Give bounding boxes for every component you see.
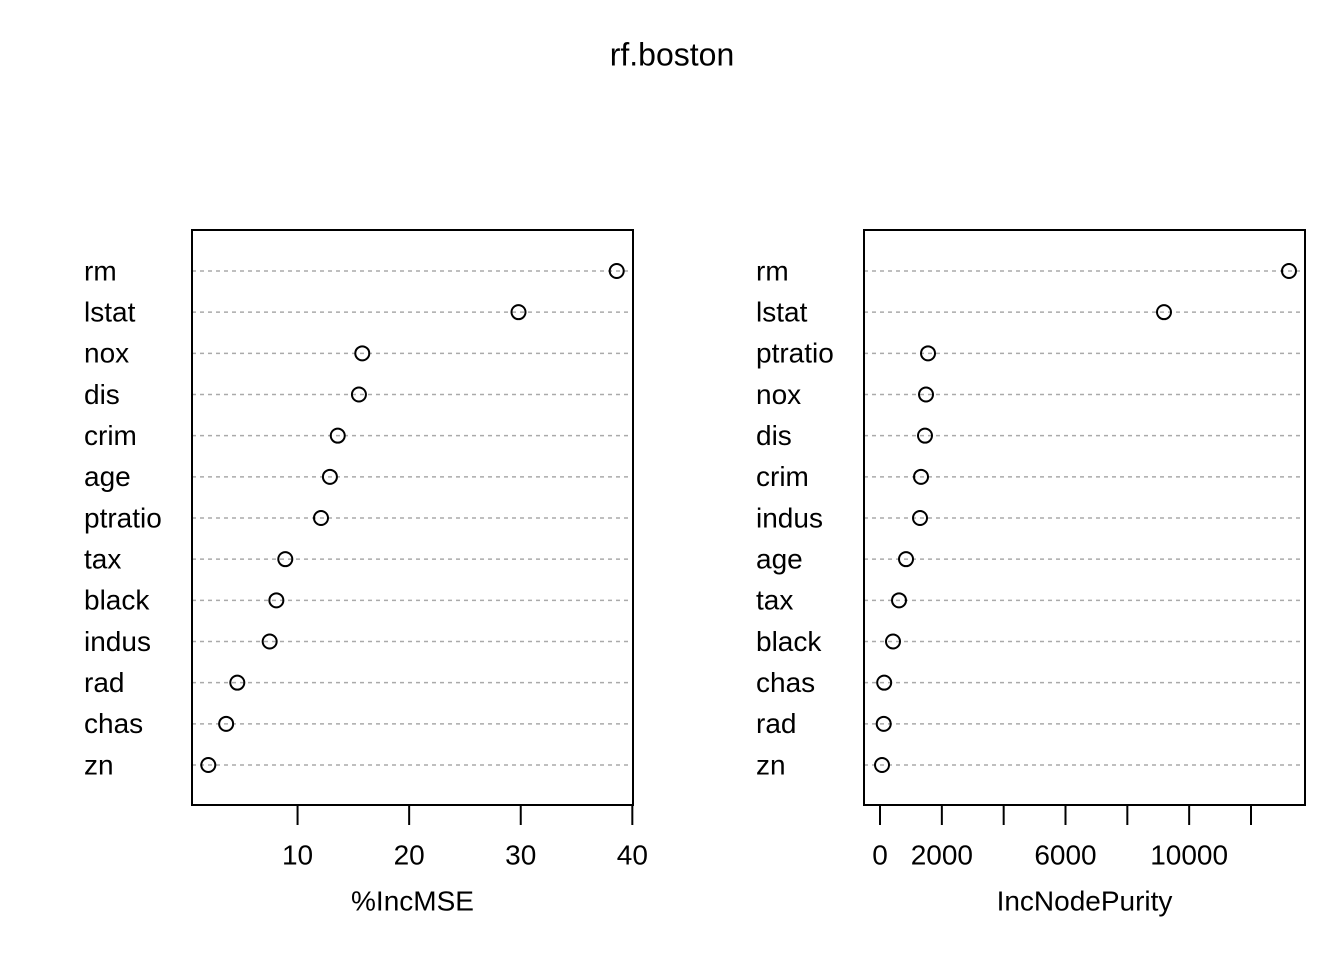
chart-title: rf.boston — [610, 36, 735, 72]
category-label: chas — [84, 708, 143, 739]
category-label: rad — [84, 667, 124, 698]
dot — [912, 510, 929, 526]
dot — [329, 427, 346, 444]
dot — [321, 468, 338, 485]
dot — [876, 674, 893, 691]
dot — [277, 551, 294, 568]
category-label: age — [84, 461, 131, 492]
x-tick-label: 20 — [394, 839, 425, 870]
category-label: indus — [84, 626, 151, 657]
category-label: crim — [84, 420, 137, 451]
x-tick-label: 10000 — [1150, 839, 1228, 870]
category-label: dis — [756, 420, 792, 451]
dot — [874, 757, 891, 773]
dot — [200, 757, 217, 773]
x-tick-label: 30 — [505, 839, 536, 870]
dot — [913, 468, 930, 485]
category-label: black — [756, 626, 822, 657]
dot — [510, 304, 527, 321]
dot — [218, 715, 235, 732]
dot — [916, 427, 933, 444]
x-tick-label: 10 — [282, 839, 313, 870]
dot — [891, 592, 908, 609]
category-label: zn — [84, 749, 114, 780]
category-label: dis — [84, 379, 120, 410]
category-label: black — [84, 585, 150, 616]
x-tick-label: 40 — [617, 839, 648, 870]
category-label: ptratio — [84, 502, 162, 533]
category-label: rm — [756, 255, 789, 286]
dot — [229, 674, 246, 691]
category-label: age — [756, 544, 803, 575]
category-label: lstat — [84, 297, 136, 328]
dot — [354, 345, 371, 362]
category-label: rad — [756, 708, 796, 739]
dot — [1155, 304, 1172, 321]
category-label: ptratio — [756, 338, 834, 369]
dot — [875, 715, 892, 732]
dot — [608, 263, 625, 279]
category-label: crim — [756, 461, 809, 492]
dot — [312, 510, 329, 526]
category-label: indus — [756, 502, 823, 533]
x-tick-label: 0 — [872, 839, 888, 870]
x-tick-label: 6000 — [1034, 839, 1096, 870]
x-tick-label: 2000 — [911, 839, 973, 870]
category-label: rm — [84, 255, 117, 286]
category-label: tax — [756, 585, 793, 616]
category-label: tax — [84, 544, 121, 575]
category-label: lstat — [756, 297, 808, 328]
dot — [350, 386, 367, 403]
category-label: nox — [84, 338, 129, 369]
x-axis-label: IncNodePurity — [997, 885, 1173, 916]
dot — [261, 633, 278, 650]
category-label: nox — [756, 379, 801, 410]
dot — [268, 592, 285, 609]
x-axis-label: %IncMSE — [351, 885, 474, 916]
category-label: zn — [756, 749, 786, 780]
dot — [1280, 263, 1297, 279]
dot — [884, 633, 901, 650]
category-label: chas — [756, 667, 815, 698]
dot — [898, 551, 915, 568]
dot — [918, 386, 935, 403]
dot — [920, 345, 937, 362]
